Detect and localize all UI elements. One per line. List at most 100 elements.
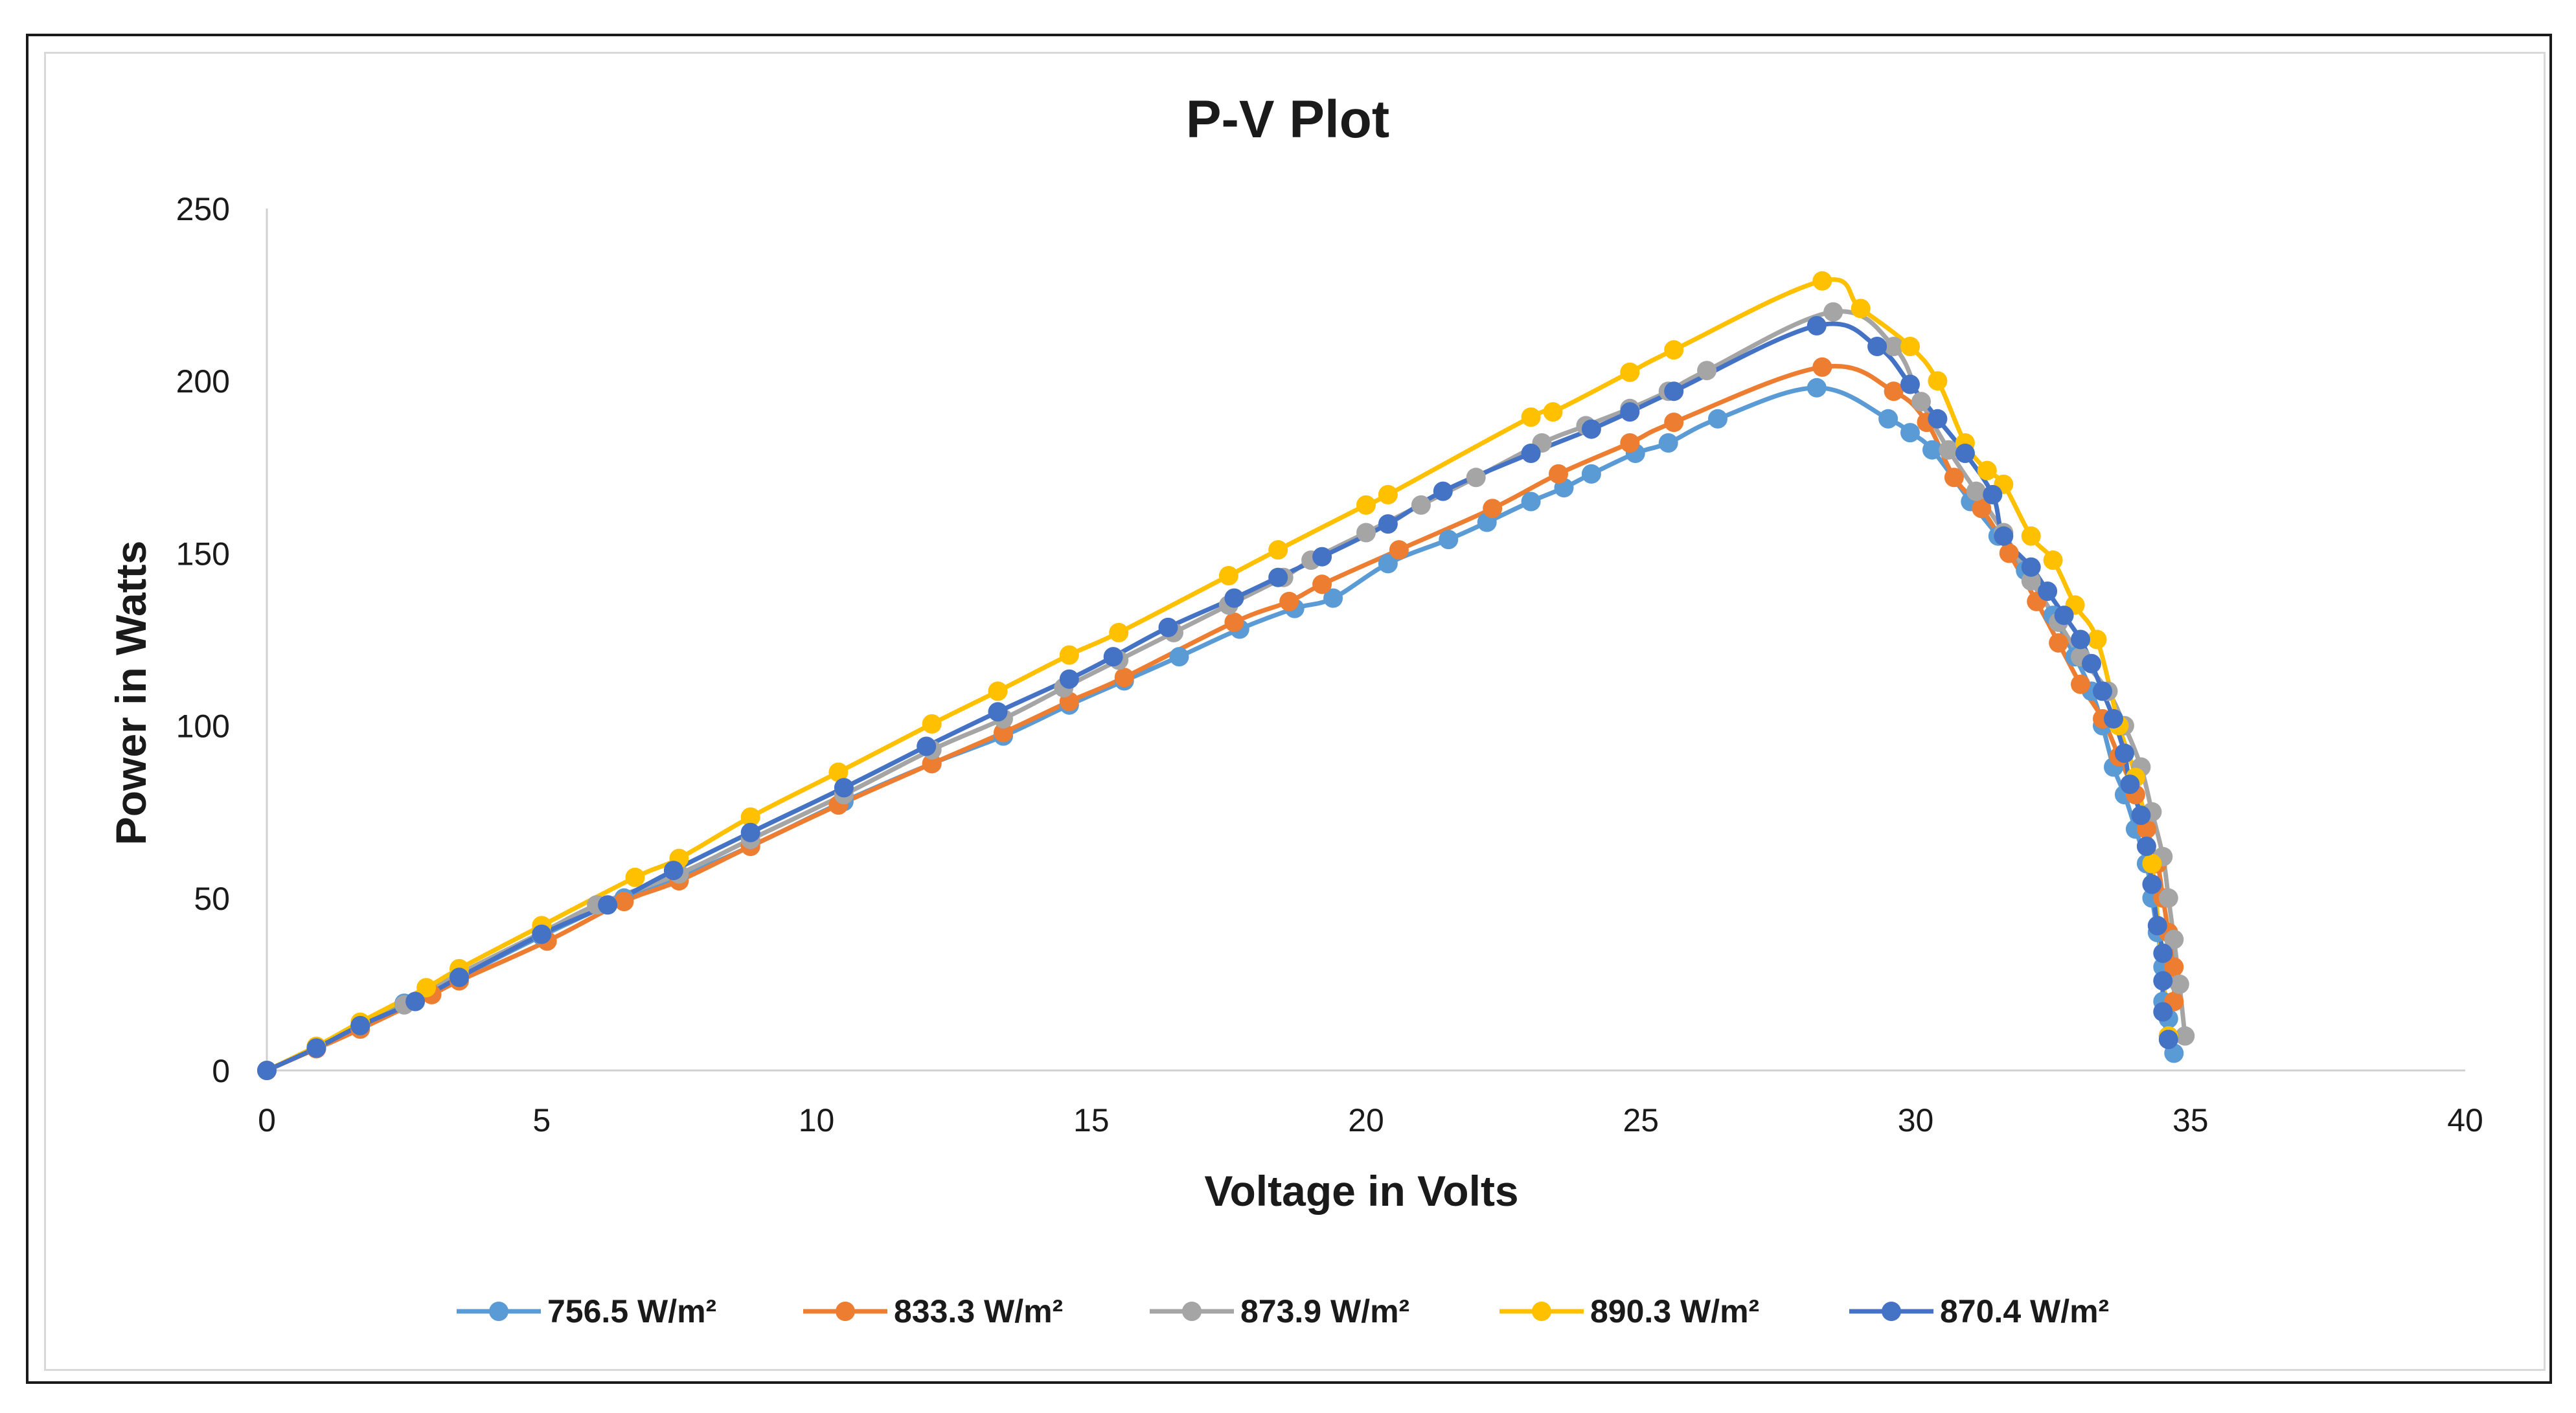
data-point	[2043, 550, 2063, 570]
data-point	[1812, 271, 1832, 291]
data-point	[2175, 1026, 2195, 1046]
data-point	[2021, 571, 2041, 591]
data-point	[1658, 433, 1678, 453]
data-point	[2087, 629, 2107, 650]
data-point	[1103, 647, 1123, 667]
legend: 756.5 W/m² 833.3 W/m² 873.9 W/m² 890.3 W/m²…	[457, 1293, 2109, 1329]
data-point	[1378, 554, 1398, 574]
y-axis-label: Power in Watts	[107, 541, 155, 846]
data-point	[1994, 526, 2014, 546]
data-point	[1581, 464, 1601, 484]
data-point	[1812, 357, 1832, 377]
legend-marker-swatch	[1882, 1302, 1901, 1321]
data-point	[2093, 681, 2112, 701]
data-point	[1697, 361, 1717, 381]
data-point	[834, 778, 854, 798]
series-points	[257, 271, 2195, 1080]
series-line	[266, 277, 2171, 1073]
data-point	[1966, 481, 1986, 501]
data-point	[1268, 540, 1288, 560]
data-point	[450, 967, 469, 988]
legend-marker-swatch	[1182, 1302, 1202, 1321]
y-tick-label: 200	[176, 363, 230, 400]
data-point	[2153, 944, 2173, 963]
data-point	[1411, 495, 1431, 515]
legend-label: 833.3 W/m²	[894, 1293, 1063, 1329]
data-point	[532, 924, 552, 944]
data-point	[2049, 633, 2069, 653]
data-point	[2071, 629, 2090, 650]
data-point	[1922, 440, 1942, 460]
data-point	[1433, 481, 1453, 501]
data-point	[1664, 340, 1684, 360]
data-point	[2120, 774, 2140, 795]
x-tick-label: 35	[2172, 1102, 2209, 1138]
data-point	[1279, 591, 1299, 611]
x-tick-label: 15	[1073, 1102, 1110, 1138]
y-tick-labels: 0 50 100 150 200 250	[176, 191, 230, 1089]
data-point	[2153, 1002, 2173, 1022]
data-point	[2071, 674, 2090, 694]
data-point	[1059, 669, 1079, 689]
x-tick-label: 0	[258, 1102, 276, 1138]
data-point	[1521, 444, 1541, 463]
data-point	[1972, 499, 1992, 519]
data-point	[2142, 874, 2162, 894]
data-point	[1356, 523, 1376, 543]
data-point	[1900, 374, 1920, 394]
data-point	[2104, 709, 2123, 729]
data-point	[1549, 464, 1568, 484]
data-point	[1356, 495, 1376, 515]
data-point	[1708, 409, 1727, 429]
x-tick-label: 25	[1623, 1102, 1659, 1138]
data-point	[405, 991, 426, 1012]
y-tick-label: 100	[176, 708, 230, 745]
data-point	[1620, 402, 1640, 422]
data-point	[1521, 407, 1541, 427]
data-point	[1867, 337, 1887, 356]
data-point	[1224, 588, 1244, 608]
data-point	[1944, 468, 1964, 488]
data-point	[1878, 409, 1898, 429]
data-point	[1911, 392, 1931, 412]
series-markers	[257, 378, 2184, 1080]
data-point	[1323, 588, 1343, 608]
data-point	[1158, 617, 1178, 637]
data-point	[1807, 378, 1827, 398]
data-point	[1169, 647, 1189, 667]
data-point	[1900, 423, 1920, 443]
data-point	[922, 714, 942, 734]
data-point	[257, 1061, 277, 1080]
data-point	[306, 1038, 326, 1058]
legend-marker-swatch	[489, 1302, 508, 1321]
data-point	[1939, 440, 1959, 460]
y-tick-label: 250	[176, 191, 230, 227]
x-tick-label: 30	[1898, 1102, 1934, 1138]
data-point	[2164, 957, 2184, 977]
axes	[266, 209, 2465, 1072]
y-tick-label: 0	[212, 1053, 230, 1089]
data-point	[1378, 514, 1398, 534]
series-line	[266, 364, 2177, 1073]
legend-item: 833.3 W/m²	[803, 1293, 1063, 1329]
data-point	[2158, 888, 2178, 908]
data-point	[1807, 316, 1827, 335]
data-point	[1581, 419, 1601, 439]
x-tick-label: 5	[532, 1102, 551, 1138]
data-point	[917, 736, 937, 756]
data-point	[2153, 971, 2173, 991]
data-point	[1114, 668, 1134, 688]
data-point	[1439, 530, 1459, 550]
data-point	[2021, 557, 2041, 577]
data-point	[1977, 460, 1997, 480]
x-axis-label: Voltage in Volts	[1204, 1167, 1518, 1215]
data-point	[2147, 916, 2167, 936]
data-point	[416, 978, 437, 998]
data-point	[1900, 337, 1920, 356]
data-point	[614, 892, 634, 912]
data-point	[1218, 566, 1238, 585]
chart-area-border	[44, 52, 2546, 1371]
series-markers	[257, 316, 2178, 1080]
data-point	[1389, 540, 1409, 560]
